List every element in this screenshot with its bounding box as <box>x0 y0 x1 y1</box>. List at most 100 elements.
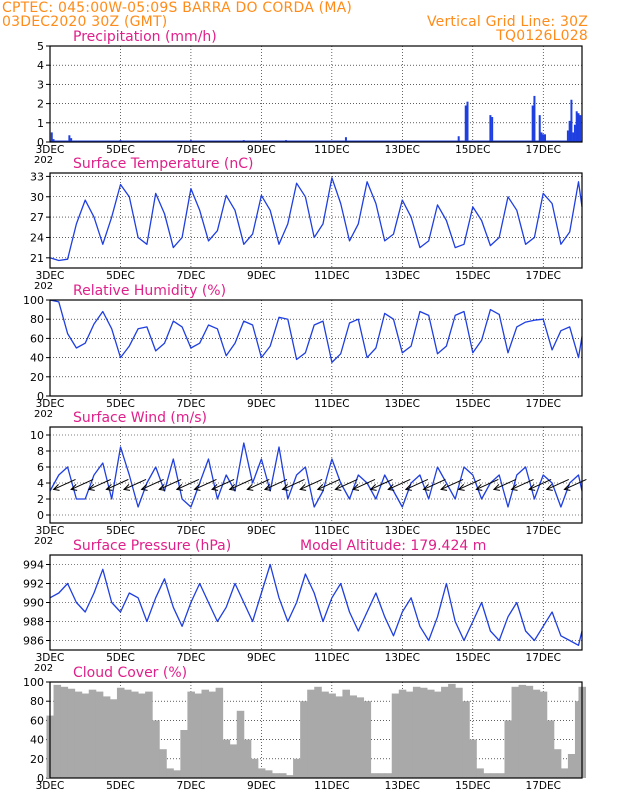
wind-xtick-label: 13DEC <box>385 525 420 537</box>
cloud-bar <box>138 693 146 778</box>
wind-arrow <box>141 478 164 490</box>
cloud-bar <box>490 773 498 778</box>
rh-xtick-label: 7DEC <box>177 398 206 410</box>
wind-arrow <box>528 478 552 490</box>
wind-arrow <box>70 478 94 490</box>
cloud-bar <box>145 691 153 778</box>
pressure-xtick-label: 5DEC <box>106 652 135 664</box>
cloud-bar <box>159 749 167 778</box>
cloud-bar <box>539 691 548 778</box>
rh-series-line <box>49 299 583 364</box>
wind-panel: 0 2 4 6 8 10 3DEC 5DEC 7DEC 9DEC 11DEC 13DEC 15DEC 17… <box>30 410 587 547</box>
precip-xtick-label: 13DEC <box>385 144 420 156</box>
wind-arrow-head <box>281 484 289 491</box>
cloud-bar <box>264 770 273 778</box>
wind-arrow-head <box>175 484 183 491</box>
cloud-bar <box>109 699 118 778</box>
cloud-xtick-label: 7DEC <box>177 780 206 792</box>
cloud-bar <box>412 686 421 778</box>
precip-xtick-label: 17DEC <box>526 144 561 156</box>
rh-frame <box>49 299 583 397</box>
wind-arrow <box>299 478 323 490</box>
wind-arrow-head <box>369 484 377 491</box>
wind-arrow <box>247 478 270 490</box>
cloud-bar <box>74 691 83 778</box>
cloud-bar <box>560 768 569 778</box>
temp-xtick-label: 15DEC <box>455 270 490 282</box>
cloud-xtick-label: 11DEC <box>314 780 349 792</box>
wind-xtick-label: 11DEC <box>314 525 349 537</box>
cloud-bar <box>116 687 125 778</box>
wind-arrow <box>370 478 393 490</box>
wind-arrow <box>264 478 288 490</box>
cloud-ytick-label: 60 <box>30 714 44 727</box>
temp-series-line <box>49 177 583 262</box>
cloud-ytick-label: 100 <box>23 676 44 689</box>
wind-arrow <box>229 478 252 490</box>
wind-arrow <box>317 478 340 490</box>
wind-arrow <box>564 478 587 490</box>
wind-year-label: 202 <box>34 536 53 547</box>
cloud-bar <box>518 684 527 778</box>
cloud-bar <box>95 691 104 778</box>
precip-bar <box>542 134 545 142</box>
precip-bar <box>533 95 536 142</box>
precip-bar <box>457 136 460 142</box>
wind-title: Surface Wind (m/s) <box>73 410 207 426</box>
pressure-ytick-label: 988 <box>23 616 44 629</box>
precip-bar <box>572 132 575 142</box>
cloud-bar <box>293 758 301 778</box>
header-grid-line: Vertical Grid Line: 30Z <box>426 14 588 30</box>
cloud-bar <box>448 683 456 778</box>
precip-bar <box>68 135 71 142</box>
wind-arrow <box>405 478 429 490</box>
wind-arrow-head <box>440 484 448 491</box>
cloud-bar <box>426 689 435 778</box>
temp-ytick-label: 24 <box>30 231 44 244</box>
cloud-bar <box>405 691 414 778</box>
wind-arrow-head <box>387 484 395 491</box>
wind-series-line <box>49 442 583 508</box>
wind-arrow <box>176 478 200 490</box>
precip-bar <box>50 132 53 142</box>
pressure-ytick-label: 992 <box>23 578 44 591</box>
cloud-bar <box>370 773 379 778</box>
precip-ytick-label: 5 <box>37 40 44 53</box>
cloud-bar <box>391 693 400 778</box>
cloud-bar <box>67 688 76 778</box>
pressure-panel: 986 988 990 992 994 3DEC 5DEC 7DEC 9DEC 11DEC 13DE… <box>23 538 583 674</box>
wind-arrow-head <box>545 484 553 491</box>
wind-xtick-label: 17DEC <box>526 525 561 537</box>
precip-bar <box>570 99 573 142</box>
pressure-xtick-label: 17DEC <box>526 652 561 664</box>
cloud-bar <box>307 689 315 778</box>
wind-arrow-head <box>211 484 219 491</box>
cloud-ytick-label: 40 <box>30 734 44 747</box>
rh-xtick-label: 9DEC <box>247 398 276 410</box>
cloud-bar <box>483 773 491 778</box>
precip-ytick-label: 2 <box>37 98 44 111</box>
precip-bar <box>466 101 469 142</box>
precip-bar <box>491 117 494 142</box>
cloud-bar <box>257 768 266 778</box>
cloud-bar <box>88 689 97 778</box>
precip-xtick-label: 3DEC <box>36 144 65 156</box>
cloud-bar <box>363 701 372 778</box>
wind-arrow <box>335 478 358 490</box>
precip-frame <box>49 45 583 143</box>
precip-xtick-label: 5DEC <box>106 144 135 156</box>
wind-arrow <box>388 478 411 490</box>
precip-ytick-label: 1 <box>37 117 44 130</box>
temp-panel: 21 24 27 30 33 3DEC 5DEC 7DEC 9DEC 11DEC 13DEC 15DE… <box>30 156 583 292</box>
precip-bar <box>544 134 547 142</box>
cloud-title: Cloud Cover (%) <box>73 665 187 681</box>
header-station: CPTEC: 045:00W-05:09S BARRA DO CORDA (MA… <box>2 0 353 16</box>
cloud-bar <box>335 696 343 778</box>
wind-arrow-head <box>422 484 430 491</box>
cloud-bar <box>321 691 329 778</box>
cloud-bar <box>525 685 534 778</box>
wind-arrow <box>352 478 376 490</box>
cloud-bar <box>166 768 174 778</box>
pressure-ytick-label: 986 <box>23 635 44 648</box>
cloud-bar <box>215 687 224 778</box>
